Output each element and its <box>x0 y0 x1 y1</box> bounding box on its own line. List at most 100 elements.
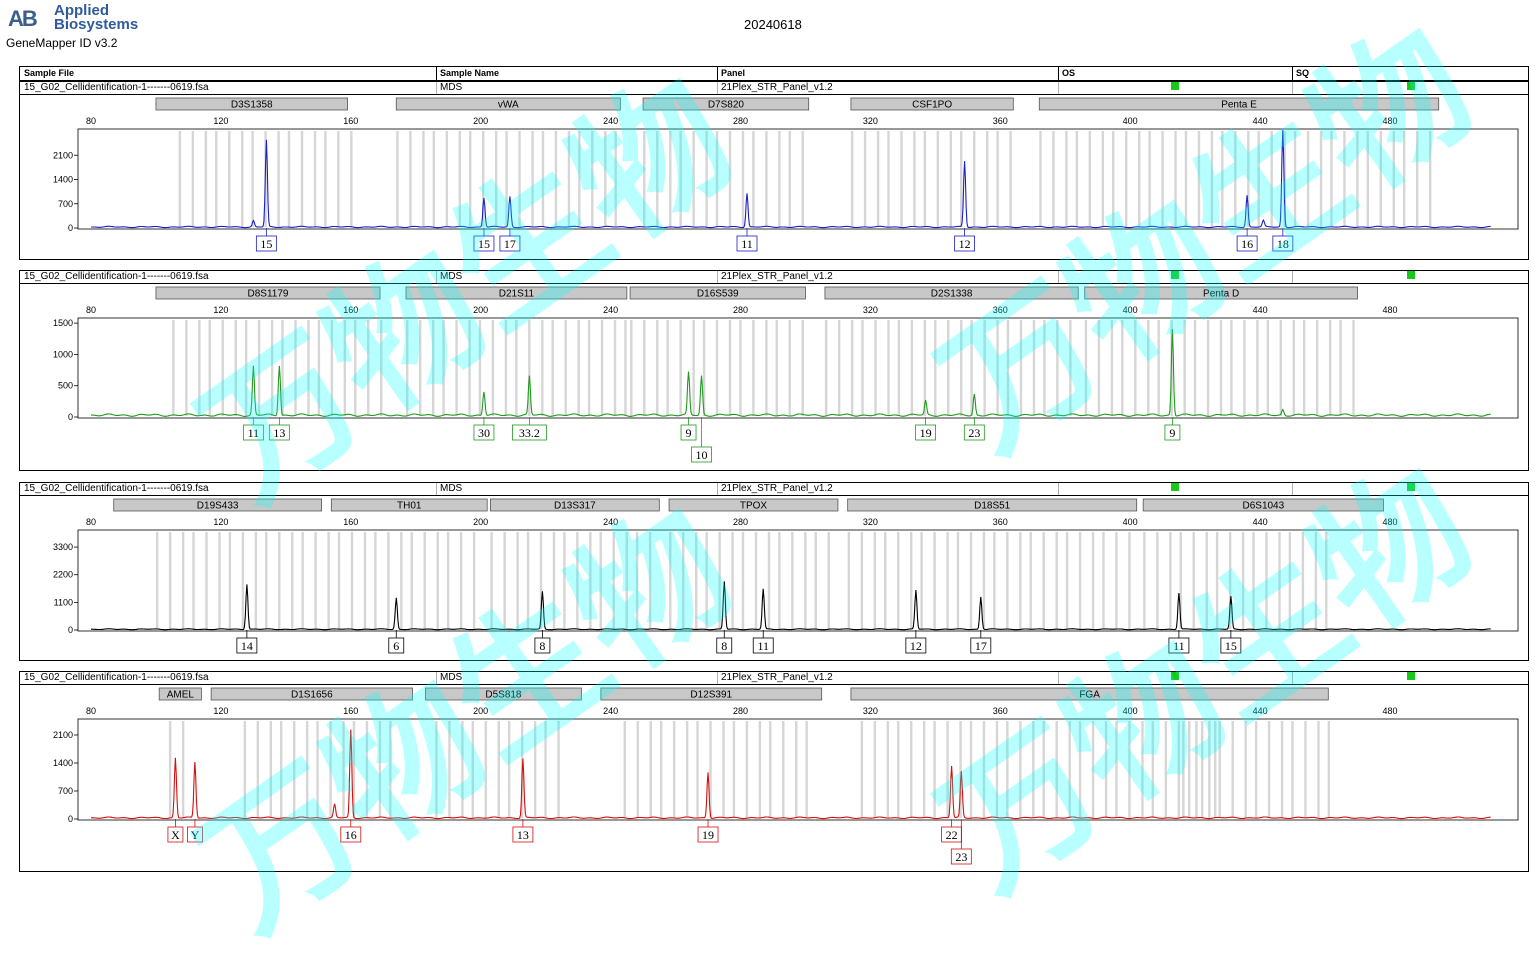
allele-bin <box>363 532 367 629</box>
allele-bin <box>526 532 530 629</box>
locus-bar <box>600 687 823 701</box>
allele-bin <box>1042 721 1045 818</box>
allele-bin <box>946 721 949 818</box>
allele-call-box[interactable] <box>752 637 774 654</box>
allele-bin <box>567 131 571 227</box>
x-tick-label: 480 <box>1382 706 1397 716</box>
allele-call-box[interactable] <box>954 235 975 252</box>
x-tick-label: 400 <box>1123 305 1138 315</box>
allele-bin <box>887 320 890 416</box>
allele-call-box[interactable] <box>1164 424 1181 441</box>
allele-bin <box>442 320 445 416</box>
allele-call-box[interactable] <box>1236 235 1258 252</box>
allele-bin <box>1200 721 1204 818</box>
allele-bin <box>234 320 237 416</box>
allele-call-box[interactable] <box>970 637 992 654</box>
allele-bin <box>327 532 330 629</box>
allele-bin <box>1208 721 1211 818</box>
allele-call-box[interactable] <box>697 826 719 843</box>
allele-call-box[interactable] <box>1272 235 1294 252</box>
allele-bin <box>900 131 903 227</box>
allele-bin <box>1352 320 1355 416</box>
allele-bin <box>920 532 923 629</box>
allele-call-box[interactable] <box>512 826 534 843</box>
y-tick-label: 0 <box>68 814 73 824</box>
allele-call-box[interactable] <box>242 424 264 441</box>
run-date: 20240618 <box>744 17 802 32</box>
allele-bin <box>564 320 567 416</box>
allele-bin <box>1091 721 1095 818</box>
x-tick-label: 360 <box>993 116 1008 126</box>
x-tick-label: 320 <box>863 305 878 315</box>
locus-bar <box>668 498 839 512</box>
applied-biosystems-logo: AB Applied Biosystems <box>6 2 146 50</box>
allele-call-box[interactable] <box>187 826 203 843</box>
allele-bin <box>301 532 304 629</box>
allele-bin <box>623 721 626 818</box>
allele-bin <box>1379 131 1383 227</box>
allele-call-box[interactable] <box>255 235 277 252</box>
allele-bin <box>649 721 652 818</box>
allele-bin <box>1188 721 1191 818</box>
allele-bin <box>956 532 960 629</box>
allele-call-box[interactable] <box>268 424 290 441</box>
x-tick-label: 440 <box>1253 305 1268 315</box>
allele-bin <box>1218 721 1221 818</box>
allele-bin <box>758 721 762 818</box>
locus-bar <box>210 687 413 701</box>
allele-call-box[interactable] <box>167 826 184 843</box>
allele-bin <box>705 131 708 227</box>
allele-call-box[interactable] <box>534 637 551 654</box>
panel-info-row: 15_G02_Cellidentification-1-------0619.f… <box>20 672 1528 685</box>
allele-call-label: 15 <box>260 237 272 251</box>
y-tick-label: 0 <box>68 223 73 233</box>
allele-bin <box>1205 532 1208 629</box>
allele-bin <box>1270 131 1273 227</box>
allele-bin <box>1009 131 1012 227</box>
x-tick-label: 280 <box>733 116 748 126</box>
electropherogram-panel: 15_G02_Cellidentification-1-------0619.f… <box>19 482 1529 661</box>
allele-call-box[interactable] <box>950 848 972 865</box>
allele-call-box[interactable] <box>1168 637 1190 654</box>
y-tick-label: 0 <box>68 625 73 635</box>
allele-call-box[interactable] <box>236 637 258 654</box>
locus-bar <box>1142 498 1384 512</box>
y-tick-label: 500 <box>58 381 73 391</box>
allele-bin <box>365 721 369 818</box>
allele-bin <box>1328 320 1332 416</box>
locus-label: D19S433 <box>197 501 239 512</box>
allele-bin <box>410 532 413 629</box>
x-tick-label: 360 <box>993 517 1008 527</box>
allele-call-box[interactable] <box>340 826 362 843</box>
allele-call-box[interactable] <box>680 424 697 441</box>
allele-bin <box>1151 721 1155 818</box>
allele-call-box[interactable] <box>736 235 758 252</box>
allele-call-box[interactable] <box>499 235 521 252</box>
allele-bin <box>228 131 231 227</box>
allele-call-box[interactable] <box>473 424 495 441</box>
panel-info-row: 15_G02_Cellidentification-1-------0619.f… <box>20 271 1528 284</box>
allele-bin <box>504 320 508 416</box>
allele-call-box[interactable] <box>963 424 985 441</box>
allele-bin <box>933 721 936 818</box>
allele-bin <box>1343 131 1346 227</box>
allele-bin <box>696 721 699 818</box>
allele-call-box[interactable] <box>512 424 547 441</box>
allele-call-box[interactable] <box>716 637 733 654</box>
allele-call-box[interactable] <box>905 637 927 654</box>
panel-info-row: 15_G02_Cellidentification-1-------0619.f… <box>20 483 1528 496</box>
allele-bin <box>1065 131 1068 227</box>
locus-label: TPOX <box>740 501 768 512</box>
allele-bin <box>741 131 745 227</box>
allele-bin <box>1006 320 1010 416</box>
allele-bin <box>198 320 201 416</box>
allele-call-box[interactable] <box>473 235 495 252</box>
brand-name-line1: Applied <box>54 2 109 19</box>
allele-call-box[interactable] <box>691 446 712 463</box>
allele-call-box[interactable] <box>1220 637 1242 654</box>
allele-call-box[interactable] <box>388 637 405 654</box>
y-tick-label: 700 <box>58 786 73 796</box>
allele-call-box[interactable] <box>915 424 937 441</box>
allele-bin <box>418 320 422 416</box>
allele-bin <box>715 131 719 227</box>
